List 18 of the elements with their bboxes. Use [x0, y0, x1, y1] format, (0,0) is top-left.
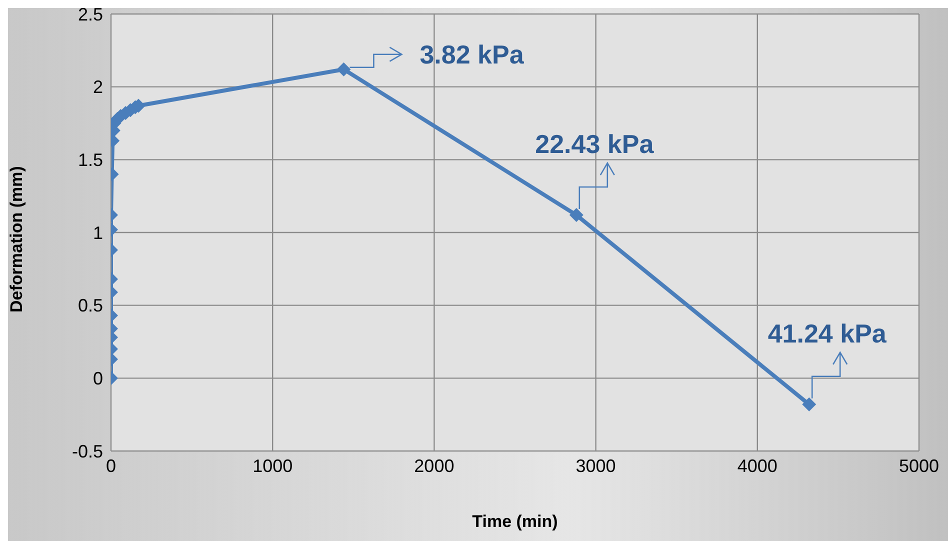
x-tick-label: 3000 [576, 456, 616, 476]
x-tick-label: 0 [106, 456, 116, 476]
x-tick-label: 4000 [737, 456, 778, 476]
x-tick-label: 5000 [898, 456, 940, 476]
y-tick-label: 2 [92, 77, 103, 98]
annotation: 41.24 kPa [768, 318, 887, 348]
annotation: 22.43 kPa [535, 129, 654, 160]
x-axis-title: Time (min) [472, 512, 558, 531]
y-tick-label: 0.5 [78, 296, 103, 316]
y-tick-label: 1.5 [78, 150, 103, 170]
y-tick-label: 2.5 [78, 4, 103, 24]
y-tick-label: -0.5 [72, 441, 103, 462]
y-tick-label: 0 [92, 368, 103, 389]
x-tick-label: 2000 [414, 456, 454, 476]
y-axis-title: Deformation (mm) [7, 166, 26, 312]
annotation: 3.82 kPa [420, 39, 524, 70]
x-tick-label: 1000 [252, 456, 293, 476]
y-tick-label: 1 [92, 222, 103, 243]
